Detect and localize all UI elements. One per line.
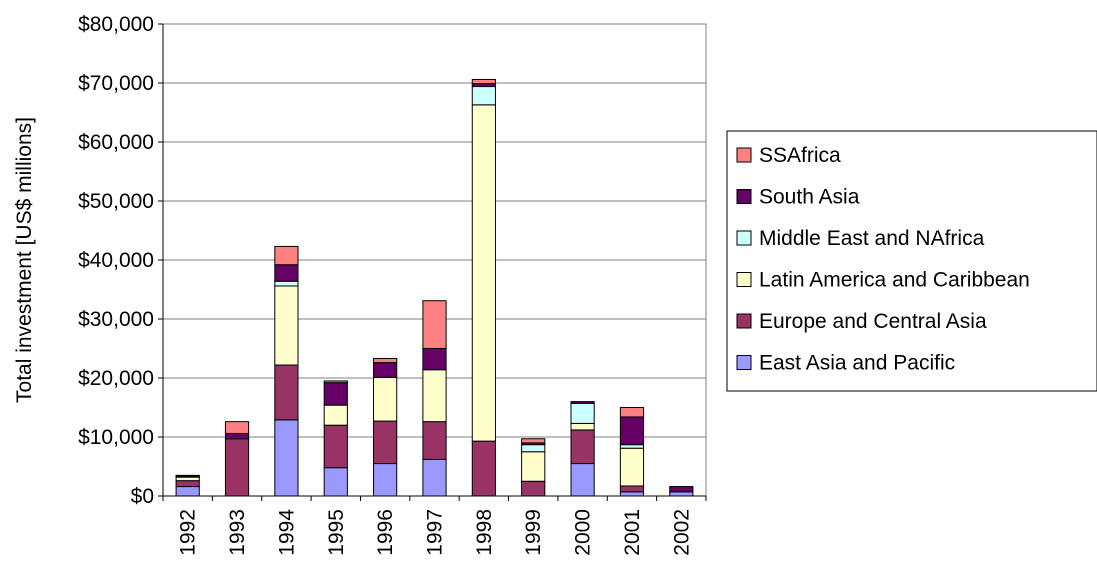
bar-segment-middle-east-and-nafrica-2000 bbox=[570, 402, 595, 424]
bar-segment-ssafrica-1998 bbox=[471, 78, 496, 85]
bar-segment-middle-east-and-nafrica-1999 bbox=[521, 444, 546, 453]
x-tick-label: 1998 bbox=[473, 509, 496, 556]
bar-segment-south-asia-1994 bbox=[274, 264, 299, 282]
bar-segment-east-asia-and-pacific-1996 bbox=[373, 463, 398, 497]
bar-segment-middle-east-and-nafrica-1998 bbox=[471, 86, 496, 106]
y-tick-label: $70,000 bbox=[78, 72, 154, 95]
bar-segment-east-asia-and-pacific-1997 bbox=[422, 458, 447, 497]
y-tick-label: $20,000 bbox=[78, 367, 154, 390]
bar-segment-ssafrica-2001 bbox=[619, 407, 645, 418]
legend-box bbox=[726, 130, 1097, 392]
y-axis-title: Total investment [US$ millions] bbox=[13, 117, 36, 403]
bar-segment-ssafrica-1996 bbox=[373, 358, 398, 364]
legend-swatch-middle-east-and-nafrica bbox=[736, 230, 752, 246]
bar-segment-ssafrica-1995 bbox=[323, 380, 348, 384]
x-tick-label: 2002 bbox=[670, 509, 693, 556]
bar-segment-south-asia-1996 bbox=[373, 362, 398, 378]
bar-segment-ssafrica-1997 bbox=[422, 300, 447, 349]
legend-label-europe-and-central-asia: Europe and Central Asia bbox=[759, 310, 987, 333]
bar-segment-latin-america-and-caribbean-1998 bbox=[471, 104, 496, 442]
bar-segment-middle-east-and-nafrica-2001 bbox=[619, 444, 645, 449]
legend: SSAfrica South Asia Middle East and NAfric… bbox=[726, 130, 1097, 392]
legend-label-middle-east-and-nafrica: Middle East and NAfrica bbox=[759, 227, 985, 250]
bar-segment-europe-and-central-asia-1995 bbox=[323, 424, 348, 469]
bar-segment-east-asia-and-pacific-1992 bbox=[175, 486, 200, 497]
bar-segment-ssafrica-1993 bbox=[224, 421, 250, 434]
legend-label-east-asia-and-pacific: East Asia and Pacific bbox=[759, 352, 955, 375]
legend-swatch-latin-america-and-caribbean bbox=[736, 272, 752, 287]
x-tick-label: 1995 bbox=[325, 509, 348, 556]
bar-segment-south-asia-2000 bbox=[570, 401, 595, 404]
bar-segment-ssafrica-1992 bbox=[175, 474, 200, 477]
bar-segment-east-asia-and-pacific-1995 bbox=[323, 467, 348, 497]
bar-segment-europe-and-central-asia-1998 bbox=[471, 440, 496, 497]
bar-segment-europe-and-central-asia-1999 bbox=[521, 480, 546, 497]
bar-segment-europe-and-central-asia-2001 bbox=[619, 485, 645, 493]
bar-segment-europe-and-central-asia-1994 bbox=[274, 364, 299, 421]
y-tick-label: $80,000 bbox=[78, 13, 154, 36]
bar-segment-europe-and-central-asia-1993 bbox=[224, 438, 250, 497]
bar-segment-east-asia-and-pacific-2000 bbox=[570, 463, 595, 497]
x-tick-label: 1992 bbox=[177, 509, 200, 556]
y-tick-label: $60,000 bbox=[78, 131, 154, 154]
bar-segment-latin-america-and-caribbean-2001 bbox=[619, 447, 645, 487]
y-tick-labels: $0 $10,000 $20,000 $30,000 $40,000 $50,000 $60… bbox=[78, 13, 154, 508]
legend-swatch-europe-and-central-asia bbox=[736, 313, 752, 329]
bar-segment-europe-and-central-asia-1996 bbox=[373, 420, 398, 465]
bar-segment-east-asia-and-pacific-2001 bbox=[619, 491, 645, 497]
bar-segment-europe-and-central-asia-2000 bbox=[570, 429, 595, 465]
bar-segment-south-asia-1995 bbox=[323, 382, 348, 406]
legend-swatch-east-asia-and-pacific bbox=[736, 355, 752, 370]
bar-segment-south-asia-1993 bbox=[224, 432, 250, 440]
x-tick-label: 2001 bbox=[621, 509, 644, 556]
bar-segment-latin-america-and-caribbean-1992 bbox=[175, 476, 200, 482]
bar-segment-latin-america-and-caribbean-1996 bbox=[373, 376, 398, 422]
y-tick-label: $50,000 bbox=[78, 190, 154, 213]
bar-segment-ssafrica-1999 bbox=[521, 438, 546, 444]
axes bbox=[158, 23, 707, 501]
legend-label-ssafrica: SSAfrica bbox=[759, 144, 841, 167]
bar-segment-south-asia-2002 bbox=[669, 486, 694, 493]
x-tick-label: 1997 bbox=[424, 509, 447, 556]
bar-segment-europe-and-central-asia-1997 bbox=[422, 421, 447, 460]
bar-segment-east-asia-and-pacific-2002 bbox=[669, 491, 694, 497]
bar-segment-middle-east-and-nafrica-1994 bbox=[274, 280, 299, 287]
x-tick-labels: 1992 1993 1994 1995 1996 1997 1998 1999 2000 2001… bbox=[177, 509, 694, 556]
bar-segment-east-asia-and-pacific-1994 bbox=[274, 419, 299, 497]
x-tick-label: 1996 bbox=[374, 509, 397, 556]
bar-segment-latin-america-and-caribbean-1994 bbox=[274, 285, 299, 366]
y-tick-label: $0 bbox=[131, 485, 154, 508]
legend-swatch-ssafrica bbox=[736, 147, 752, 163]
bar-segment-south-asia-1997 bbox=[422, 348, 447, 371]
bar-segment-latin-america-and-caribbean-2000 bbox=[570, 422, 595, 431]
y-tick-label: $30,000 bbox=[78, 308, 154, 331]
bars bbox=[175, 78, 694, 497]
bar-segment-ssafrica-1994 bbox=[274, 245, 299, 266]
x-tick-label: 1999 bbox=[522, 509, 545, 556]
gridlines bbox=[163, 23, 706, 438]
legend-label-latin-america-and-caribbean: Latin America and Caribbean bbox=[759, 269, 1030, 292]
x-tick-label: 1994 bbox=[275, 509, 298, 556]
y-tick-label: $10,000 bbox=[78, 426, 154, 449]
bar-segment-europe-and-central-asia-1992 bbox=[175, 480, 200, 488]
bar-segment-latin-america-and-caribbean-1999 bbox=[521, 451, 546, 482]
legend-swatch-south-asia bbox=[736, 189, 752, 204]
bar-segment-latin-america-and-caribbean-1997 bbox=[422, 369, 447, 423]
x-tick-label: 2000 bbox=[572, 509, 595, 556]
x-tick-label: 1993 bbox=[226, 509, 249, 556]
legend-label-south-asia: South Asia bbox=[759, 186, 860, 209]
bar-segment-south-asia-2001 bbox=[619, 416, 645, 446]
y-tick-label: $40,000 bbox=[78, 249, 154, 272]
bar-segment-latin-america-and-caribbean-1995 bbox=[323, 404, 348, 426]
